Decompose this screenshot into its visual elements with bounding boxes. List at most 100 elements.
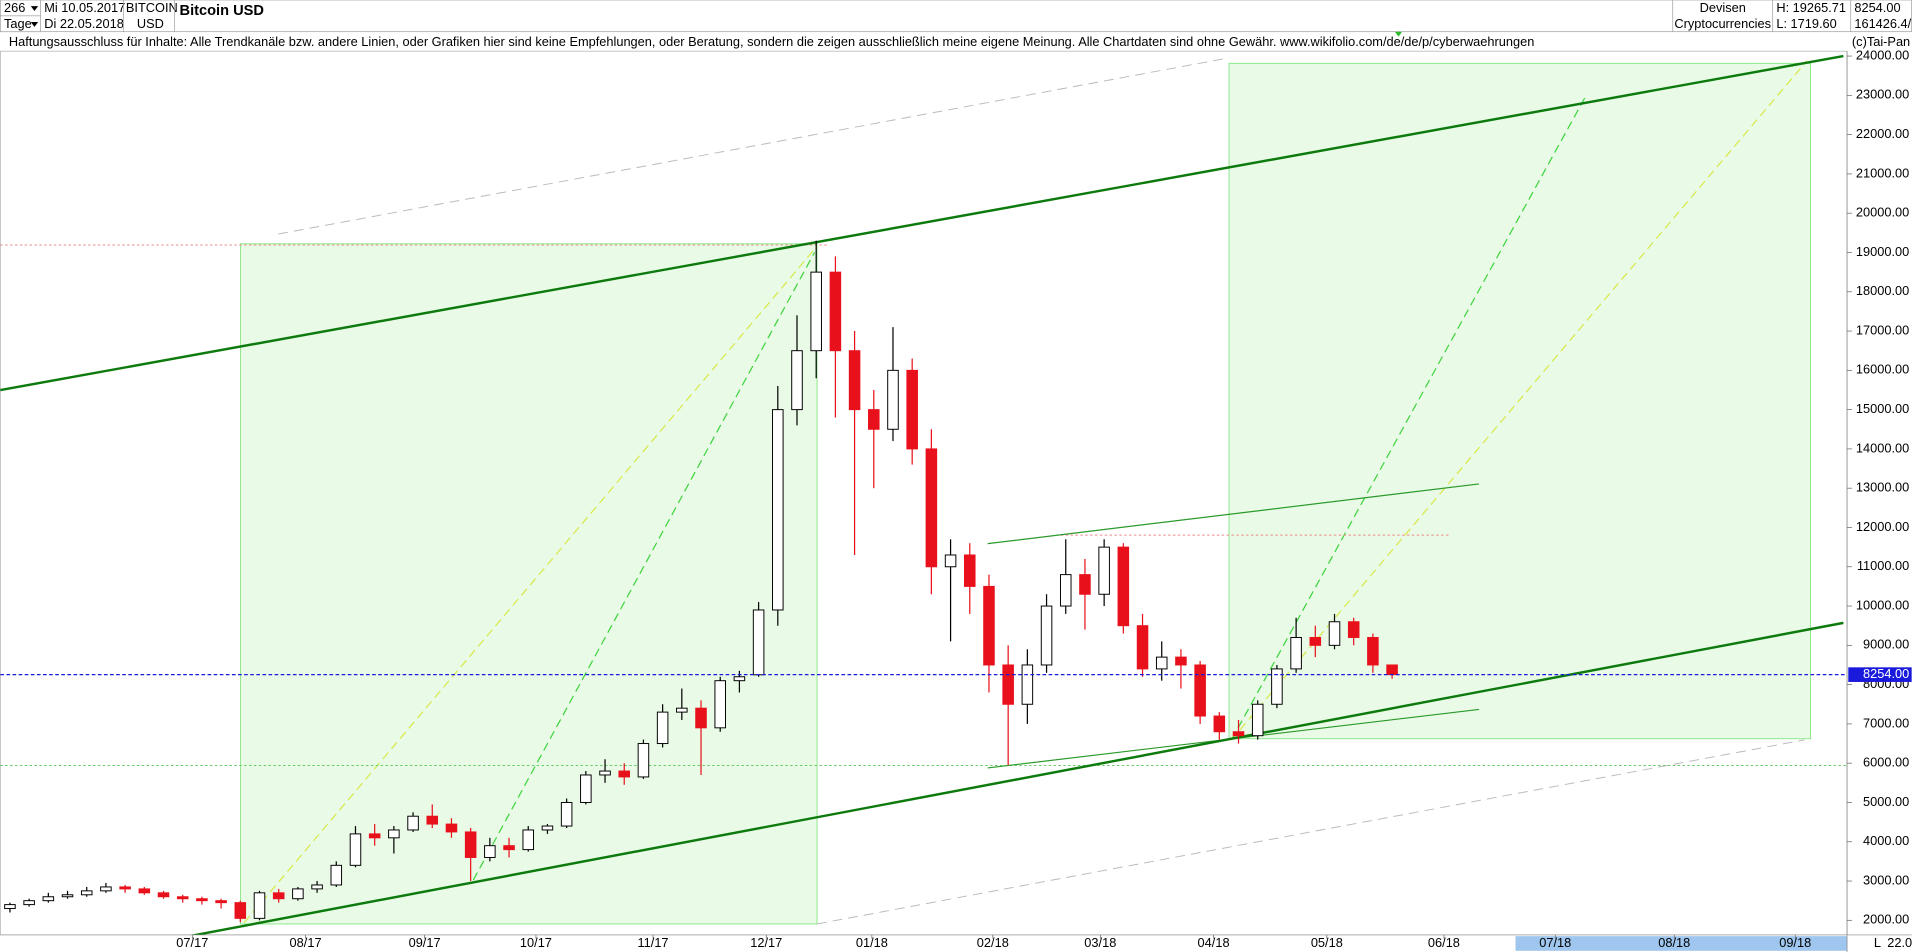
candle-body (695, 707, 707, 729)
x-tick-label: 09/17 (409, 935, 441, 950)
volume: 161426.4/ (1854, 16, 1911, 31)
y-tick-label: 6000.00 (1863, 755, 1909, 770)
period-box[interactable] (0, 15, 41, 33)
candle-body (100, 886, 112, 892)
candle-body (1155, 656, 1168, 670)
candle-body (407, 815, 419, 831)
candle-body (157, 892, 170, 898)
candle-body (503, 845, 515, 851)
candle-body (196, 898, 208, 902)
high: H: 19265.71 (1776, 0, 1846, 15)
footer-mark: L (1874, 935, 1881, 950)
candle-body (292, 888, 304, 900)
candle-body (234, 902, 247, 919)
y-tick-label: 23000.00 (1856, 87, 1909, 102)
x-tick-label: 11/17 (638, 935, 669, 950)
x-tick-label: 08/18 (1658, 935, 1690, 950)
dashed-line (243, 245, 818, 924)
x-tick-label: 07/18 (1539, 935, 1571, 950)
y-tick-label: 18000.00 (1856, 283, 1909, 298)
chart-title: Bitcoin USD (180, 3, 264, 19)
copyright: (c)Tai-Pan (1852, 34, 1910, 49)
candle-body (983, 585, 995, 666)
y-tick-label: 2000.00 (1863, 912, 1909, 927)
x-tick-label: 10/17 (520, 935, 552, 950)
y-tick-label: 16000.00 (1856, 362, 1909, 377)
dashed-line (472, 252, 816, 881)
footer-date: 22.05.18 (1887, 935, 1912, 950)
candle-body (484, 845, 496, 858)
candle-body (1021, 664, 1034, 705)
candle-body (868, 409, 880, 430)
y-tick-label: 5000.00 (1863, 794, 1909, 809)
y-tick-label: 22000.00 (1856, 126, 1909, 141)
candle-body (311, 884, 323, 890)
candle-body (1309, 636, 1322, 646)
y-tick-label: 9000.00 (1863, 637, 1909, 652)
marker (1394, 31, 1403, 37)
candle-body (1040, 605, 1053, 666)
x-tick-label: 08/17 (290, 935, 322, 950)
candle-body (1386, 664, 1398, 676)
date-to: Di 22.05.2018 (44, 16, 124, 31)
x-tick-label: 09/18 (1779, 935, 1811, 950)
candle-body (964, 554, 976, 587)
candle-body (1002, 664, 1014, 705)
candle-body (714, 680, 726, 729)
y-tick-label: 11000.00 (1857, 558, 1909, 573)
candle-body (599, 770, 611, 776)
candle-body (176, 896, 189, 900)
symbol: BITCOIN (126, 0, 178, 15)
candle-body (61, 894, 74, 898)
trend-line (987, 483, 1480, 545)
candle-body (4, 904, 16, 910)
candle-body (541, 825, 554, 831)
period: Tage (4, 16, 32, 31)
x-tick-label: 01/18 (856, 935, 888, 950)
y-tick-label: 24000.00 (1856, 47, 1909, 62)
low: L: 1719.60 (1776, 16, 1836, 31)
currency: USD (137, 16, 164, 31)
segment: Cryptocurrencies (1674, 16, 1771, 31)
y-tick-label: 10000.00 (1856, 597, 1909, 612)
x-axis-band (0, 934, 1912, 952)
candle-body (944, 554, 957, 568)
header-bg (0, 0, 1912, 33)
future-band (1515, 936, 1848, 951)
candle-body (1117, 546, 1130, 627)
x-tick-label: 02/18 (977, 935, 1009, 950)
y-tick-label: 13000.00 (1856, 480, 1909, 495)
trend-line (0, 54, 1844, 392)
candle-body (1251, 703, 1264, 737)
candle-body (1367, 636, 1379, 666)
candles (4, 240, 1398, 923)
candle-body (906, 369, 918, 450)
candle-body (752, 609, 765, 676)
dashed-line (816, 739, 1805, 925)
candle-body (1098, 546, 1110, 595)
dashed-line (1231, 60, 1808, 741)
y-tick-label: 17000.00 (1856, 322, 1909, 337)
candle-body (1347, 621, 1360, 638)
y-tick-label: 7000.00 (1863, 715, 1909, 730)
candle-body (618, 770, 630, 778)
candle-body (464, 831, 477, 858)
y-tick-label: 21000.00 (1856, 165, 1909, 180)
last: 8254.00 (1854, 0, 1900, 15)
drawings (0, 54, 1848, 938)
y-tick-label: 3000.00 (1863, 872, 1909, 887)
candle-body (810, 271, 822, 352)
candle-body (791, 350, 803, 411)
dropdown-arrow (30, 6, 39, 11)
candle-body (887, 369, 899, 430)
y-tick-label: 20000.00 (1856, 205, 1909, 220)
date-from: Mi 10.05.2017 (44, 0, 125, 15)
channel-box (239, 243, 818, 925)
market: Devisen (1700, 0, 1746, 15)
y-tick-label: 14000.00 (1856, 440, 1909, 455)
y-tick-label: 15000.00 (1856, 401, 1909, 416)
y-tick-label: 12000.00 (1856, 519, 1909, 534)
disclaimer: Haftungsausschluss für Inhalte: Alle Tre… (9, 34, 1534, 49)
